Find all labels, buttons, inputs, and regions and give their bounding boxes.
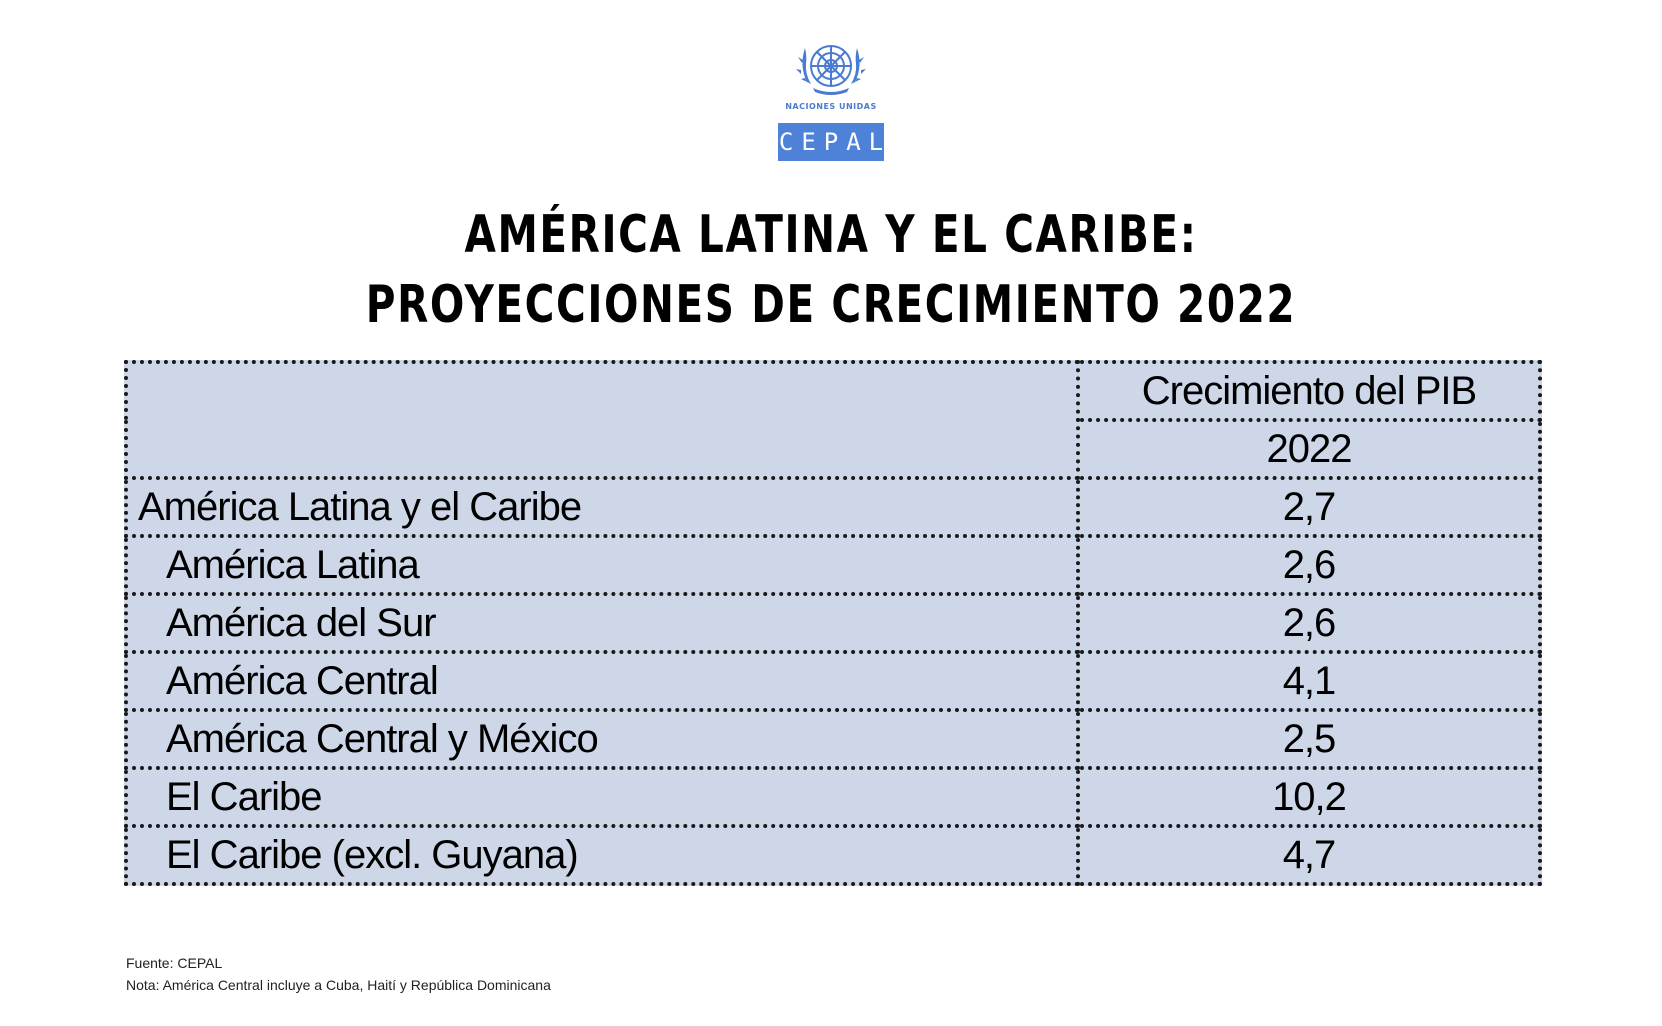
- value-cell: 2,5: [1076, 708, 1542, 770]
- region-cell: América del Sur: [124, 592, 1080, 654]
- table-row: El Caribe 10,2: [124, 766, 1542, 828]
- table-row: América Central y México 2,5: [124, 708, 1542, 770]
- value-cell: 4,1: [1076, 650, 1542, 712]
- page-title: AMÉRICA LATINA Y EL CARIBE: PROYECCIONES…: [183, 200, 1479, 340]
- value-cell: 2,6: [1076, 534, 1542, 596]
- region-cell: América Latina: [124, 534, 1080, 596]
- header-metric: Crecimiento del PIB: [1076, 360, 1542, 422]
- org-label: Naciones Unidas: [785, 102, 877, 111]
- cepal-wordmark: CEPAL: [778, 123, 884, 161]
- coverage-note: Nota: América Central incluye a Cuba, Ha…: [126, 977, 551, 993]
- region-cell: América Central: [124, 650, 1080, 712]
- region-cell: América Central y México: [124, 708, 1080, 770]
- header-year: 2022: [1076, 418, 1542, 480]
- title-line-2: PROYECCIONES DE CRECIMIENTO 2022: [365, 275, 1297, 335]
- value-cell: 10,2: [1076, 766, 1542, 828]
- table-row: El Caribe (excl. Guyana) 4,7: [124, 824, 1542, 886]
- table-row: América Central 4,1: [124, 650, 1542, 712]
- cepal-logo: Naciones Unidas CEPAL: [0, 34, 1662, 161]
- source-note: Fuente: CEPAL: [126, 955, 223, 971]
- region-cell: El Caribe: [124, 766, 1080, 828]
- region-cell: El Caribe (excl. Guyana): [124, 824, 1080, 886]
- table-row: América del Sur 2,6: [124, 592, 1542, 654]
- header-row-year: 2022: [126, 418, 1542, 480]
- value-cell: 2,6: [1076, 592, 1542, 654]
- growth-table: Crecimiento del PIB 2022 América Latina …: [124, 360, 1542, 886]
- header-row-metric: Crecimiento del PIB: [124, 360, 1542, 480]
- growth-table-container: Crecimiento del PIB 2022 América Latina …: [124, 360, 1542, 886]
- region-cell: América Latina y el Caribe: [124, 476, 1080, 538]
- title-line-1: AMÉRICA LATINA Y EL CARIBE:: [464, 205, 1198, 265]
- un-emblem-icon: [796, 45, 866, 95]
- table-row: América Latina y el Caribe 2,7: [124, 476, 1542, 538]
- footnotes: Fuente: CEPAL Nota: América Central incl…: [126, 952, 551, 996]
- value-cell: 4,7: [1076, 824, 1542, 886]
- header-empty-cell: [124, 360, 1080, 480]
- table-row: América Latina 2,6: [124, 534, 1542, 596]
- value-cell: 2,7: [1076, 476, 1542, 538]
